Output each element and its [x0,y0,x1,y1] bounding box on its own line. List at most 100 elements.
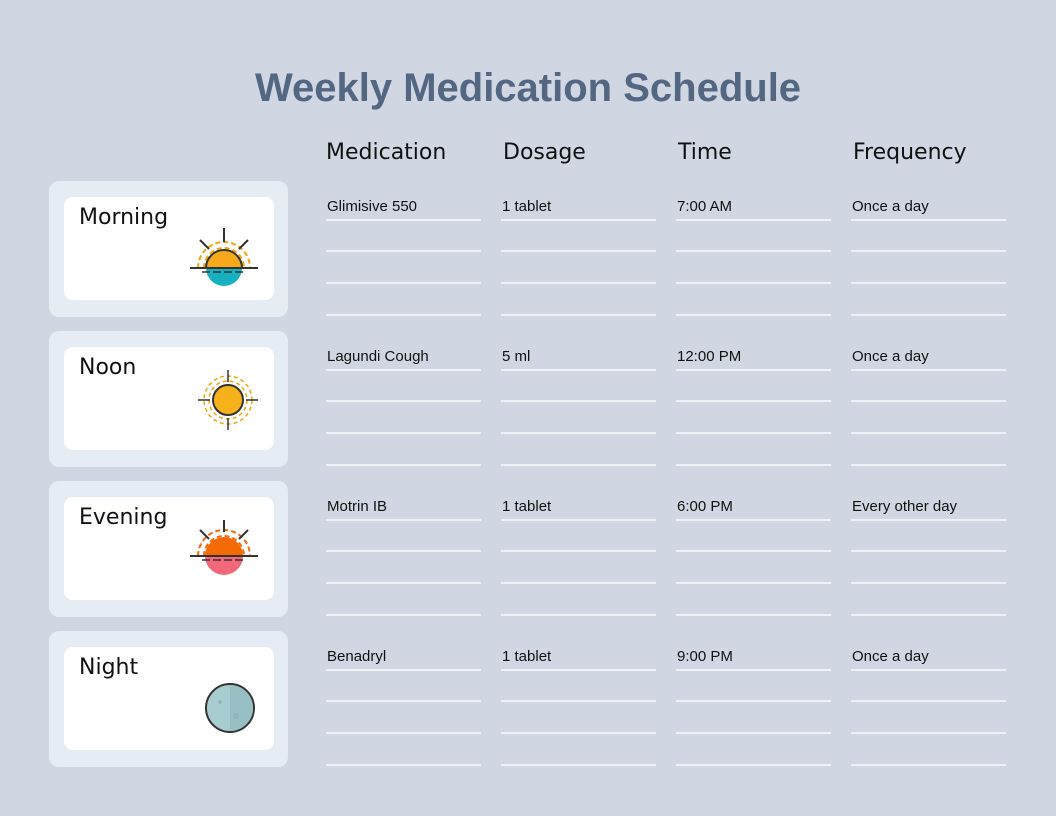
column-header: Time [678,140,732,165]
writing-line [676,550,831,552]
writing-line [501,432,656,434]
writing-line [326,432,481,434]
schedule-cell-medication[interactable]: Lagundi Cough [326,348,481,369]
column-header: Medication [326,140,447,165]
schedule-cell-time[interactable]: 6:00 PM [676,498,831,519]
column-header: Dosage [503,140,586,165]
writing-line [326,732,481,734]
page-title: Weekly Medication Schedule [254,66,802,110]
schedule-cell-frequency[interactable]: Every other day [851,498,1006,519]
writing-line [676,219,831,221]
writing-line [326,614,481,616]
writing-line [676,464,831,466]
period-card-inner: Noon [64,347,274,450]
writing-line [851,764,1006,766]
schedule-cell-medication[interactable]: Benadryl [326,648,481,669]
period-card-inner: Night [64,647,274,750]
period-card-inner: Morning [64,197,274,300]
cell-value: 12:00 PM [677,348,742,365]
cell-value: 7:00 AM [677,198,733,215]
writing-line [326,764,481,766]
writing-line [501,614,656,616]
period-label: Night [79,655,139,680]
cell-value: 9:00 PM [677,648,733,665]
cell-value: 6:00 PM [677,498,733,515]
writing-line [501,669,656,671]
writing-line [851,519,1006,521]
schedule-cell-dosage[interactable]: 1 tablet [501,498,656,519]
cell-value: Benadryl [327,648,387,665]
sunrise-icon [184,220,264,290]
writing-line [501,250,656,252]
writing-line [501,400,656,402]
writing-line [676,282,831,284]
writing-line [676,314,831,316]
cell-value: Every other day [852,498,958,515]
writing-line [851,732,1006,734]
writing-line [676,582,831,584]
period-card-noon: Noon [49,331,288,467]
writing-line [326,550,481,552]
period-label: Noon [79,355,137,380]
writing-line [501,282,656,284]
cell-value: Lagundi Cough [327,348,429,365]
writing-line [676,764,831,766]
schedule-cell-frequency[interactable]: Once a day [851,648,1006,669]
writing-line [326,369,481,371]
schedule-cell-medication[interactable]: Motrin IB [326,498,481,519]
writing-line [676,432,831,434]
writing-line [326,219,481,221]
schedule-cell-dosage[interactable]: 5 ml [501,348,656,369]
column-header: Frequency [853,140,967,165]
cell-value: 1 tablet [502,648,552,665]
writing-line [851,314,1006,316]
schedule-cell-time[interactable]: 9:00 PM [676,648,831,669]
writing-line [676,250,831,252]
writing-line [676,519,831,521]
writing-line [501,219,656,221]
writing-line [501,582,656,584]
sun-icon [184,370,264,440]
writing-line [851,464,1006,466]
writing-line [851,369,1006,371]
writing-line [851,669,1006,671]
writing-line [851,282,1006,284]
schedule-cell-time[interactable]: 12:00 PM [676,348,831,369]
writing-line [326,314,481,316]
cell-value: Motrin IB [327,498,388,515]
period-label: Morning [79,205,169,230]
period-card-inner: Evening [64,497,274,600]
writing-line [676,732,831,734]
cell-value: Once a day [852,348,929,365]
period-label: Evening [79,505,168,530]
writing-line [676,400,831,402]
writing-line [501,314,656,316]
writing-line [326,669,481,671]
writing-line [501,369,656,371]
schedule-cell-frequency[interactable]: Once a day [851,348,1006,369]
schedule-cell-dosage[interactable]: 1 tablet [501,198,656,219]
writing-line [676,614,831,616]
writing-line [326,282,481,284]
moon-icon [184,670,264,740]
writing-line [676,369,831,371]
cell-value: 1 tablet [502,198,552,215]
cell-value: Once a day [852,648,929,665]
writing-line [501,764,656,766]
writing-line [851,582,1006,584]
schedule-cell-frequency[interactable]: Once a day [851,198,1006,219]
writing-line [501,732,656,734]
writing-line [326,700,481,702]
writing-line [851,219,1006,221]
writing-line [501,519,656,521]
writing-line [501,550,656,552]
schedule-cell-dosage[interactable]: 1 tablet [501,648,656,669]
period-card-evening: Evening [49,481,288,617]
schedule-cell-medication[interactable]: Glimisive 550 [326,198,481,219]
sunset-icon [184,520,264,590]
writing-line [326,519,481,521]
writing-line [676,700,831,702]
schedule-cell-time[interactable]: 7:00 AM [676,198,831,219]
writing-line [851,250,1006,252]
writing-line [501,700,656,702]
